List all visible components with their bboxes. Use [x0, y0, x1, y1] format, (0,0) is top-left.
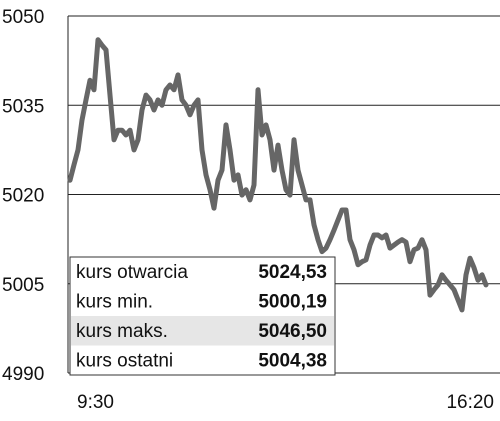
price-line	[67, 37, 489, 313]
stat-value: 5000,19	[258, 291, 327, 312]
x-tick-label: 9:30	[77, 392, 114, 413]
stat-label: kurs ostatni	[76, 350, 173, 371]
stat-value: 5024,53	[258, 262, 327, 283]
stat-value: 5046,50	[258, 321, 327, 342]
row-highlight	[71, 316, 334, 346]
stat-label: kurs otwarcia	[76, 262, 188, 283]
y-tick-label: 5005	[2, 275, 44, 296]
y-tick-label: 4990	[2, 364, 44, 385]
y-tick-label: 5050	[2, 7, 44, 28]
stat-label: kurs maks.	[76, 321, 168, 342]
x-tick-label: 16:20	[446, 392, 494, 413]
y-tick-label: 5020	[2, 186, 44, 207]
stat-value: 5004,38	[258, 350, 327, 371]
y-tick-label: 5035	[2, 96, 44, 117]
stat-label: kurs min.	[76, 291, 153, 312]
